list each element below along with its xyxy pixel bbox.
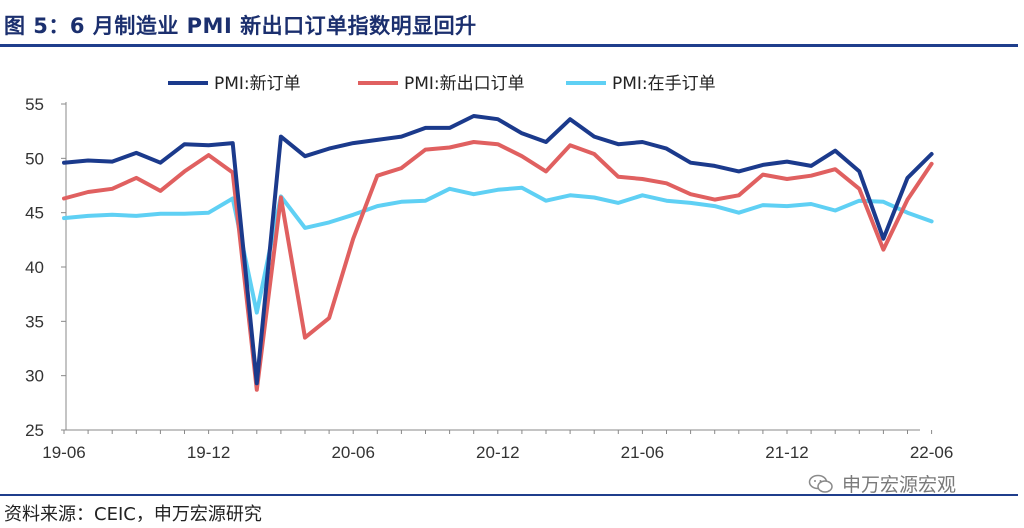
watermark: 申万宏源宏观	[808, 470, 956, 497]
legend-label-1: PMI:新订单	[214, 74, 301, 94]
y-tick-label: 35	[25, 312, 44, 331]
x-tick-label: 21-06	[621, 443, 664, 462]
series-line-2	[62, 140, 934, 392]
chart-legend: PMI:新订单 PMI:新出口订单 PMI:在手订单	[168, 74, 716, 94]
x-tick-label: 19-12	[187, 443, 230, 462]
x-tick-label: 22-06	[910, 443, 953, 462]
y-tick-label: 55	[25, 95, 44, 114]
footer-divider	[0, 494, 1018, 496]
page-title: 图 5：6 月制造业 PMI 新出口订单指数明显回升	[4, 14, 477, 38]
legend-label-3: PMI:在手订单	[612, 74, 716, 94]
x-tick-label: 21-12	[765, 443, 808, 462]
chart-axes: 25 30 35 40 45 50 55 19-06 19-12 20-06 20-12 21-06 2…	[25, 95, 953, 462]
series-line-3	[62, 185, 934, 315]
x-tick-label: 19-06	[42, 443, 85, 462]
x-tick-label: 20-06	[331, 443, 374, 462]
x-tick-label: 20-12	[476, 443, 519, 462]
watermark-text: 申万宏源宏观	[842, 474, 957, 496]
y-tick-label: 50	[25, 149, 44, 168]
series-line-1	[62, 114, 934, 386]
y-tick-label: 45	[25, 204, 44, 223]
wechat-icon	[808, 474, 833, 493]
y-tick-label: 25	[25, 421, 44, 440]
line-chart: PMI:新订单 PMI:新出口订单 PMI:在手订单 25 30 35 40 45 50 55 1…	[25, 74, 953, 462]
y-tick-label: 30	[25, 367, 44, 386]
title-divider	[0, 44, 1018, 47]
source-note: 资料来源：CEIC，申万宏源研究	[4, 504, 262, 525]
legend-label-2: PMI:新出口订单	[404, 74, 525, 94]
chart-series	[62, 114, 934, 392]
y-tick-label: 40	[25, 258, 44, 277]
